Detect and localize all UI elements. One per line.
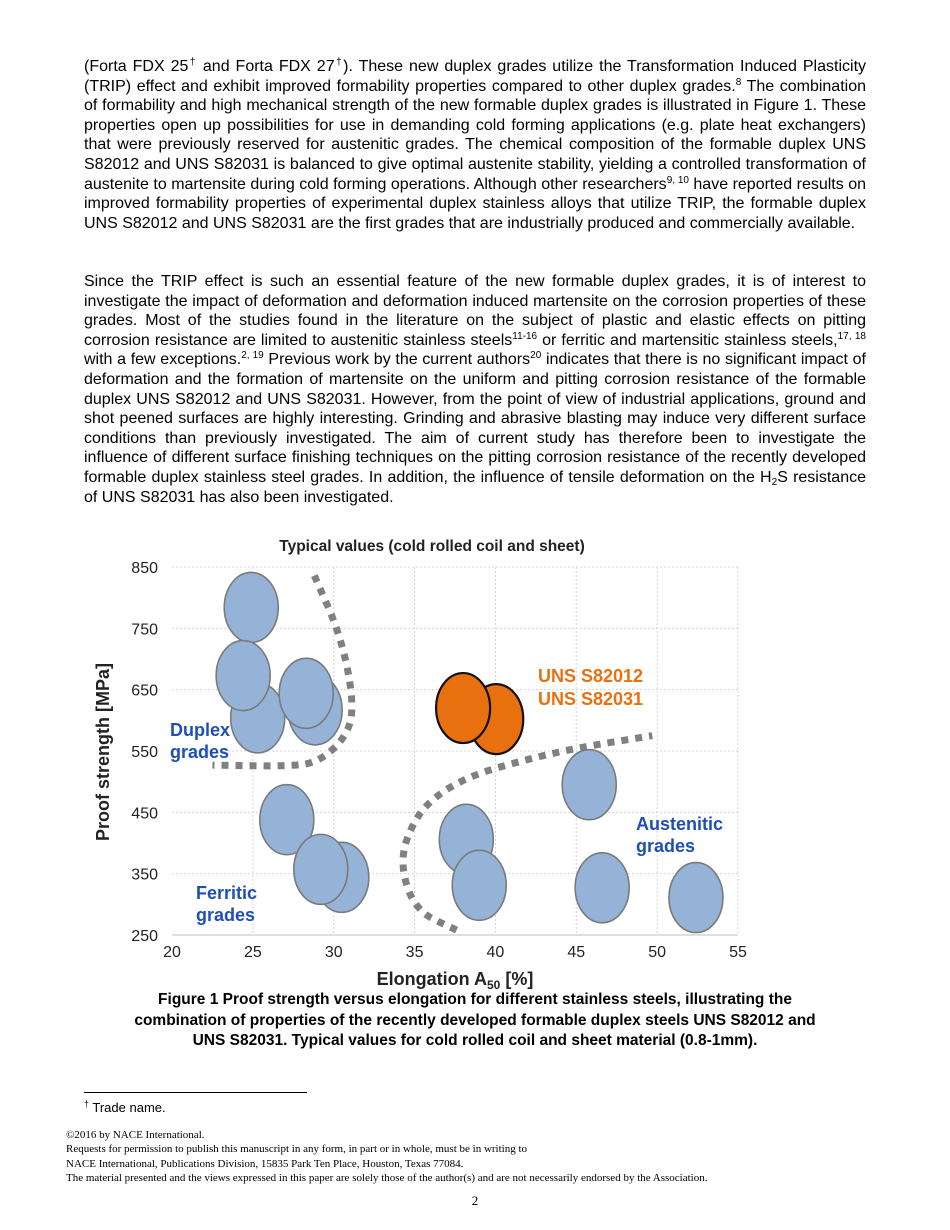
copyright-notice: ©2016 by NACE International. Requests fo…: [66, 1128, 707, 1185]
formable-duplex-bubble: [434, 671, 492, 745]
x-axis-label-unit: [%]: [500, 969, 533, 989]
chart-title: Typical values (cold rolled coil and she…: [279, 538, 585, 555]
region-label: grades: [196, 905, 255, 925]
y-tick-label: 250: [131, 928, 158, 945]
text-run: have reported results on improved formab…: [84, 175, 866, 232]
x-tick-label: 25: [244, 944, 262, 961]
region-label: UNS S82031: [538, 689, 643, 709]
steel-grade-bubble: [215, 639, 271, 712]
legal-line: Requests for permission to publish this …: [66, 1143, 528, 1156]
region-label: Austenitic: [636, 814, 723, 834]
caption-line: combination of properties of the recentl…: [134, 1011, 816, 1029]
y-tick-label: 750: [131, 621, 158, 638]
subscript: 2: [771, 476, 778, 488]
text-run: with a few exceptions.: [84, 351, 242, 369]
caption-line: Figure 1 Proof strength versus elongatio…: [158, 991, 792, 1008]
x-tick-label: 35: [406, 944, 424, 961]
x-tick-label: 20: [163, 944, 181, 961]
y-tick-label: 650: [131, 683, 158, 700]
citation-superscript: 17, 18: [837, 330, 866, 342]
x-tick-label: 50: [648, 944, 666, 961]
region-label: grades: [170, 742, 229, 762]
figure-caption: Figure 1 Proof strength versus elongatio…: [60, 990, 890, 1052]
footnote-text: Trade name.: [89, 1100, 166, 1115]
x-axis-label: Elongation A50 [%]: [377, 969, 534, 992]
region-label: Duplex: [170, 720, 230, 740]
caption-line: UNS S82031. Typical values for cold roll…: [192, 1032, 758, 1049]
x-tick-label: 55: [729, 944, 747, 961]
citation-superscript: 2, 19: [241, 350, 264, 362]
steel-grade-bubble: [451, 849, 508, 922]
legal-line: NACE International, Publications Divisio…: [66, 1157, 464, 1170]
text-run: Since the TRIP effect is such an essenti…: [84, 273, 866, 349]
body-paragraph-2: Since the TRIP effect is such an essenti…: [84, 272, 866, 507]
footnote-mark: †: [84, 1099, 90, 1109]
steel-grade-bubble: [223, 571, 280, 644]
figure-1-chart: 20 25 30 35 40 45 50 55 250 350 450 550 650 750 850 Typ…: [93, 538, 747, 992]
region-label: grades: [636, 836, 695, 856]
y-tick-label: 450: [131, 805, 158, 822]
y-tick-label: 850: [131, 560, 158, 577]
footnote-divider: [84, 1092, 307, 1093]
steel-grade-bubble: [278, 657, 335, 730]
text-run: indicates that there is no significant i…: [84, 351, 866, 486]
x-axis-label-subscript: 50: [487, 978, 501, 992]
steel-grade-bubble: [259, 783, 315, 856]
citation-superscript: 11-16: [512, 330, 538, 342]
x-tick-label: 30: [325, 944, 343, 961]
text-run: S resistance of UNS S82031 has also been…: [84, 468, 866, 506]
region-boundary-dotted-line: [399, 732, 653, 934]
steel-grade-bubble: [561, 748, 618, 821]
y-tick-label: 350: [131, 867, 158, 884]
text-run: and Forta FDX 27: [196, 58, 335, 75]
x-axis-label-text: Elongation A: [377, 969, 487, 989]
y-axis-label: Proof strength [MPa]: [93, 663, 113, 841]
text-run: or ferritic and martensitic stainless st…: [537, 331, 838, 349]
y-tick-label: 550: [131, 744, 158, 761]
citation-superscript: †: [334, 57, 344, 68]
citation-superscript: 20: [530, 350, 542, 362]
citation-superscript: †: [188, 57, 197, 68]
region-label: Ferritic: [196, 883, 257, 903]
citation-superscript: 9, 10: [666, 174, 689, 186]
region-boundary-dotted-line: [212, 574, 356, 770]
text-run: The combination of formability and high …: [84, 77, 866, 193]
x-tick-label: 40: [487, 944, 505, 961]
footnote: † Trade name.: [84, 1099, 166, 1115]
steel-grade-bubble: [668, 861, 724, 934]
page-number: 2: [471, 1193, 479, 1208]
citation-superscript: 8: [735, 76, 742, 88]
x-tick-label: 45: [567, 944, 585, 961]
text-run: ). These new duplex grades utilize the T…: [84, 58, 867, 95]
legal-line: The material presented and the views exp…: [66, 1171, 708, 1184]
region-label: UNS S82012: [538, 666, 643, 686]
body-paragraph-1: (Forta FDX 25† and Forta FDX 27†). These…: [84, 57, 866, 233]
text-run: (Forta FDX 25: [84, 58, 189, 75]
steel-grade-bubble: [292, 833, 349, 906]
text-run: Previous work by the current authors: [263, 351, 531, 369]
steel-grade-bubble: [574, 851, 630, 924]
legal-line: ©2016 by NACE International.: [66, 1129, 205, 1141]
